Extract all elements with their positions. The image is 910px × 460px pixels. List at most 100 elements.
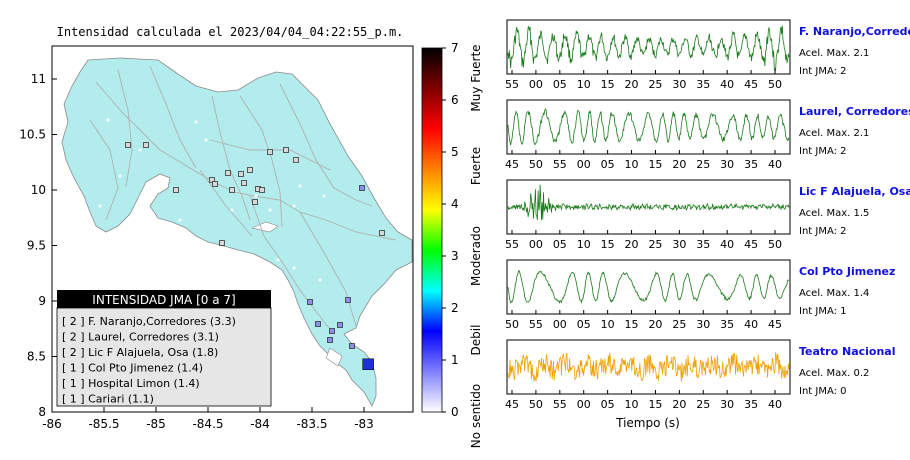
station-square [247,167,253,173]
station-square [225,170,231,176]
waveform-tick-label: 10 [577,78,591,91]
town-dot [292,204,296,208]
intensity-colorbar: 0 1 2 3 4 5 6 7 No sentido Debil Moderado Fuerte Mu… [421,41,483,448]
map-x-tick-label: -84 [250,417,270,431]
legend-item: [ 2 ] F. Naranjo,Corredores (3.3) [62,315,236,328]
map-y-tick-label: 8.5 [27,350,46,364]
colorbar-tick-label: 5 [451,145,459,159]
accel-max-label: Acel. Max. 2.1 [799,128,869,139]
waveform-tick-label: 20 [672,398,686,411]
accel-max-label: Acel. Max. 1.5 [799,208,869,219]
waveform-tick-label: 30 [720,158,734,171]
map-y-tick-label: 8 [38,405,46,419]
waveform-tick-label: 40 [768,398,782,411]
town-dot [298,184,302,188]
legend-item: [ 1 ] Hospital Limon (1.4) [62,377,200,390]
station-square [267,149,273,155]
waveform-tick-label: 00 [577,398,591,411]
waveform-tick-label: 55 [529,318,543,331]
town-dot [230,208,234,212]
figure-title: Intensidad calculada el 2023/04/04_04:22… [57,25,404,39]
station-square [293,157,299,163]
station-square [337,322,343,328]
town-dot [138,148,142,152]
waveform-tick-label: 15 [648,158,662,171]
waveform-tick-label: 05 [553,238,567,251]
map-x-tick-label: -83 [354,417,374,431]
jma-intensity-label: Int JMA: 0 [799,386,847,397]
map-y-tick-label: 10 [31,183,46,197]
jma-intensity-label: Int JMA: 2 [799,226,847,237]
waveform-panel: 45 50 55 00 05 10 15 20 25 30 35 40 Laurel, Corredor… [505,99,910,171]
waveform-tick-label: 50 [768,78,782,91]
map-y-tick-label: 9.5 [27,239,46,253]
station-name: Laurel, Corredores [799,105,910,118]
accel-max-label: Acel. Max. 2.1 [799,48,869,59]
waveform-tick-label: 55 [505,78,519,91]
station-square [327,337,333,343]
waveform-tick-label: 00 [529,238,543,251]
map-y-tick-label: 10.5 [19,128,46,142]
station-square [219,240,225,246]
colorbar-tick-label: 0 [451,405,459,419]
station-square [173,187,179,193]
station-square [259,187,265,193]
station-square [252,199,258,205]
waveform-tick-label: 30 [696,318,710,331]
colorbar-tick-label: 1 [451,353,459,367]
waveform-panels: 55 00 05 10 15 20 25 30 35 40 45 50 F. Naranjo,Corre… [505,19,910,411]
colorbar-tick-label: 2 [451,301,459,315]
station-name: Col Pto Jimenez [799,265,895,278]
waveform-tick-label: 40 [720,78,734,91]
station-square [209,177,215,183]
waveform-tick-label: 40 [720,238,734,251]
waveform-tick-label: 30 [672,238,686,251]
map-x-tick-label: -84.5 [192,417,223,431]
legend-item: [ 1 ] Cariari (1.1) [62,393,154,406]
epicenter-marker [362,358,374,371]
waveform-tick-label: 00 [529,78,543,91]
station-square [315,321,321,327]
waveform-tick-label: 50 [768,238,782,251]
colorbar-category-label: Fuerte [469,147,483,185]
waveform-tick-label: 40 [744,318,758,331]
map-x-tick-label: -83.5 [296,417,327,431]
waveform-tick-label: 55 [553,398,567,411]
waveform-frame [506,99,791,155]
waveform-trace [507,108,790,146]
costa-rica-land [61,57,413,407]
colorbar-tick-label: 3 [451,249,459,263]
station-square [238,171,244,177]
legend-item: [ 2 ] Lic F Alajuela, Osa (1.8) [62,346,218,359]
waveform-tick-label: 25 [696,158,710,171]
waveform-tick-label: 20 [625,238,639,251]
station-square [212,181,218,187]
town-dot [276,258,280,262]
waveform-tick-label: 15 [601,78,615,91]
town-dot [98,204,102,208]
waveform-tick-label: 10 [625,158,639,171]
colorbar-category-label: Moderado [469,226,483,286]
waveform-tick-label: 10 [577,238,591,251]
waveform-tick-label: 20 [648,318,662,331]
waveform-trace [507,269,790,304]
station-square [125,142,131,148]
waveform-tick-label: 50 [505,318,519,331]
waveform-tick-label: 45 [505,398,519,411]
town-dot [178,218,182,222]
town-dot [292,266,296,270]
station-square [229,187,235,193]
town-dot [268,208,272,212]
accel-max-label: Acel. Max. 0.2 [799,368,869,379]
waveform-tick-label: 20 [672,158,686,171]
waveform-tick-label: 05 [601,158,615,171]
legend-item: [ 1 ] Col Pto Jimenez (1.4) [62,362,203,375]
colorbar-category-label: Debil [469,325,483,356]
legend-header [57,290,271,308]
waveform-tick-label: 55 [553,158,567,171]
waveform-tick-label: 10 [625,398,639,411]
station-square [241,180,247,186]
station-markers [125,142,385,349]
waveform-tick-label: 55 [505,238,519,251]
